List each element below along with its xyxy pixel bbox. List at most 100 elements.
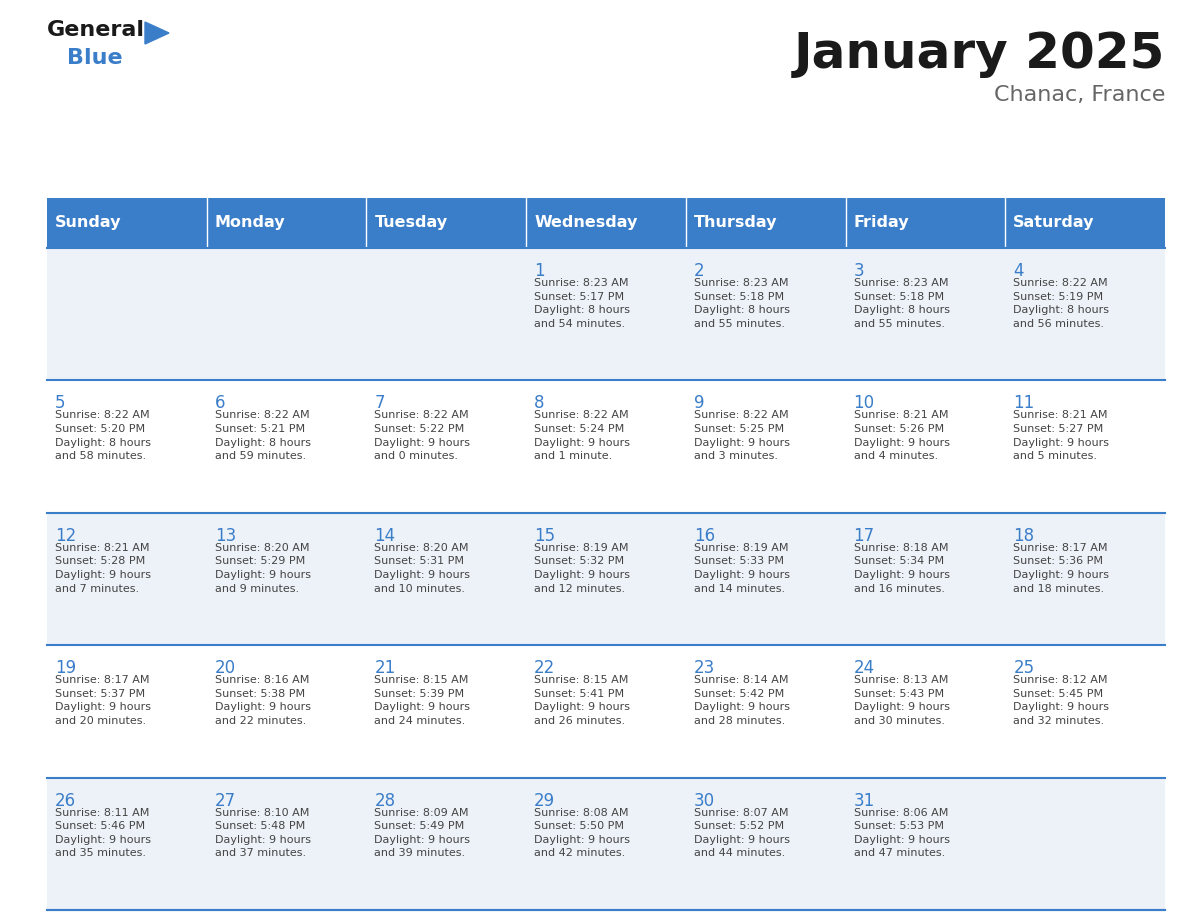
Bar: [1005, 380, 1165, 513]
Bar: [1005, 513, 1165, 645]
Text: 26: 26: [55, 791, 76, 810]
Text: 12: 12: [55, 527, 76, 544]
Bar: [526, 513, 685, 645]
Text: Sunrise: 8:19 AM
Sunset: 5:32 PM
Daylight: 9 hours
and 12 minutes.: Sunrise: 8:19 AM Sunset: 5:32 PM Dayligh…: [535, 543, 630, 594]
Bar: [685, 778, 846, 910]
Text: Sunrise: 8:22 AM
Sunset: 5:20 PM
Daylight: 8 hours
and 58 minutes.: Sunrise: 8:22 AM Sunset: 5:20 PM Dayligh…: [55, 410, 151, 461]
Bar: [846, 645, 1005, 778]
Text: Wednesday: Wednesday: [535, 216, 638, 230]
Text: Sunrise: 8:18 AM
Sunset: 5:34 PM
Daylight: 9 hours
and 16 minutes.: Sunrise: 8:18 AM Sunset: 5:34 PM Dayligh…: [853, 543, 949, 594]
Text: 10: 10: [853, 395, 874, 412]
Text: Sunrise: 8:20 AM
Sunset: 5:31 PM
Daylight: 9 hours
and 10 minutes.: Sunrise: 8:20 AM Sunset: 5:31 PM Dayligh…: [374, 543, 470, 594]
Text: Sunrise: 8:17 AM
Sunset: 5:36 PM
Daylight: 9 hours
and 18 minutes.: Sunrise: 8:17 AM Sunset: 5:36 PM Dayligh…: [1013, 543, 1110, 594]
Text: Sunrise: 8:17 AM
Sunset: 5:37 PM
Daylight: 9 hours
and 20 minutes.: Sunrise: 8:17 AM Sunset: 5:37 PM Dayligh…: [55, 676, 151, 726]
Text: 5: 5: [55, 395, 65, 412]
Bar: [207, 248, 366, 380]
Text: 4: 4: [1013, 262, 1024, 280]
Text: 23: 23: [694, 659, 715, 677]
Text: Sunrise: 8:20 AM
Sunset: 5:29 PM
Daylight: 9 hours
and 9 minutes.: Sunrise: 8:20 AM Sunset: 5:29 PM Dayligh…: [215, 543, 311, 594]
Text: Blue: Blue: [67, 48, 122, 68]
Text: 13: 13: [215, 527, 236, 544]
Text: Sunrise: 8:09 AM
Sunset: 5:49 PM
Daylight: 9 hours
and 39 minutes.: Sunrise: 8:09 AM Sunset: 5:49 PM Dayligh…: [374, 808, 470, 858]
Bar: [207, 380, 366, 513]
Bar: [526, 645, 685, 778]
Text: 21: 21: [374, 659, 396, 677]
Text: 17: 17: [853, 527, 874, 544]
Bar: [685, 198, 846, 248]
Text: Monday: Monday: [215, 216, 285, 230]
Bar: [207, 513, 366, 645]
Bar: [1005, 645, 1165, 778]
Bar: [207, 778, 366, 910]
Text: Sunrise: 8:16 AM
Sunset: 5:38 PM
Daylight: 9 hours
and 22 minutes.: Sunrise: 8:16 AM Sunset: 5:38 PM Dayligh…: [215, 676, 311, 726]
Text: 28: 28: [374, 791, 396, 810]
Text: Sunrise: 8:06 AM
Sunset: 5:53 PM
Daylight: 9 hours
and 47 minutes.: Sunrise: 8:06 AM Sunset: 5:53 PM Dayligh…: [853, 808, 949, 858]
Text: Sunrise: 8:15 AM
Sunset: 5:41 PM
Daylight: 9 hours
and 26 minutes.: Sunrise: 8:15 AM Sunset: 5:41 PM Dayligh…: [535, 676, 630, 726]
Text: 18: 18: [1013, 527, 1035, 544]
Text: 31: 31: [853, 791, 874, 810]
Bar: [48, 645, 207, 778]
Bar: [48, 248, 207, 380]
Text: Thursday: Thursday: [694, 216, 777, 230]
Bar: [207, 645, 366, 778]
Text: 15: 15: [535, 527, 555, 544]
Bar: [1005, 778, 1165, 910]
Text: 14: 14: [374, 527, 396, 544]
Text: Sunrise: 8:22 AM
Sunset: 5:22 PM
Daylight: 9 hours
and 0 minutes.: Sunrise: 8:22 AM Sunset: 5:22 PM Dayligh…: [374, 410, 470, 461]
Text: Sunrise: 8:15 AM
Sunset: 5:39 PM
Daylight: 9 hours
and 24 minutes.: Sunrise: 8:15 AM Sunset: 5:39 PM Dayligh…: [374, 676, 470, 726]
Bar: [48, 198, 207, 248]
Bar: [366, 513, 526, 645]
Text: Sunrise: 8:21 AM
Sunset: 5:26 PM
Daylight: 9 hours
and 4 minutes.: Sunrise: 8:21 AM Sunset: 5:26 PM Dayligh…: [853, 410, 949, 461]
Bar: [526, 380, 685, 513]
Text: Sunrise: 8:08 AM
Sunset: 5:50 PM
Daylight: 9 hours
and 42 minutes.: Sunrise: 8:08 AM Sunset: 5:50 PM Dayligh…: [535, 808, 630, 858]
Text: Sunday: Sunday: [55, 216, 121, 230]
Bar: [526, 248, 685, 380]
Bar: [685, 380, 846, 513]
Text: 19: 19: [55, 659, 76, 677]
Text: Sunrise: 8:19 AM
Sunset: 5:33 PM
Daylight: 9 hours
and 14 minutes.: Sunrise: 8:19 AM Sunset: 5:33 PM Dayligh…: [694, 543, 790, 594]
Text: Sunrise: 8:14 AM
Sunset: 5:42 PM
Daylight: 9 hours
and 28 minutes.: Sunrise: 8:14 AM Sunset: 5:42 PM Dayligh…: [694, 676, 790, 726]
Text: 8: 8: [535, 395, 544, 412]
Bar: [366, 645, 526, 778]
Bar: [846, 380, 1005, 513]
Text: Sunrise: 8:22 AM
Sunset: 5:24 PM
Daylight: 9 hours
and 1 minute.: Sunrise: 8:22 AM Sunset: 5:24 PM Dayligh…: [535, 410, 630, 461]
Text: Sunrise: 8:10 AM
Sunset: 5:48 PM
Daylight: 9 hours
and 37 minutes.: Sunrise: 8:10 AM Sunset: 5:48 PM Dayligh…: [215, 808, 311, 858]
Text: Sunrise: 8:22 AM
Sunset: 5:21 PM
Daylight: 8 hours
and 59 minutes.: Sunrise: 8:22 AM Sunset: 5:21 PM Dayligh…: [215, 410, 311, 461]
Bar: [1005, 198, 1165, 248]
Text: Sunrise: 8:23 AM
Sunset: 5:18 PM
Daylight: 8 hours
and 55 minutes.: Sunrise: 8:23 AM Sunset: 5:18 PM Dayligh…: [853, 278, 949, 329]
Bar: [685, 513, 846, 645]
Bar: [1005, 248, 1165, 380]
Text: Chanac, France: Chanac, France: [993, 85, 1165, 105]
Bar: [366, 198, 526, 248]
Text: Sunrise: 8:22 AM
Sunset: 5:19 PM
Daylight: 8 hours
and 56 minutes.: Sunrise: 8:22 AM Sunset: 5:19 PM Dayligh…: [1013, 278, 1110, 329]
Text: 7: 7: [374, 395, 385, 412]
Polygon shape: [145, 22, 169, 44]
Text: 1: 1: [535, 262, 545, 280]
Bar: [846, 198, 1005, 248]
Bar: [685, 248, 846, 380]
Text: Sunrise: 8:11 AM
Sunset: 5:46 PM
Daylight: 9 hours
and 35 minutes.: Sunrise: 8:11 AM Sunset: 5:46 PM Dayligh…: [55, 808, 151, 858]
Bar: [846, 248, 1005, 380]
Bar: [526, 778, 685, 910]
Text: Sunrise: 8:21 AM
Sunset: 5:27 PM
Daylight: 9 hours
and 5 minutes.: Sunrise: 8:21 AM Sunset: 5:27 PM Dayligh…: [1013, 410, 1110, 461]
Text: Sunrise: 8:23 AM
Sunset: 5:17 PM
Daylight: 8 hours
and 54 minutes.: Sunrise: 8:23 AM Sunset: 5:17 PM Dayligh…: [535, 278, 630, 329]
Bar: [685, 645, 846, 778]
Text: Sunrise: 8:12 AM
Sunset: 5:45 PM
Daylight: 9 hours
and 32 minutes.: Sunrise: 8:12 AM Sunset: 5:45 PM Dayligh…: [1013, 676, 1110, 726]
Bar: [48, 380, 207, 513]
Text: 25: 25: [1013, 659, 1035, 677]
Text: General: General: [48, 20, 145, 40]
Text: Sunrise: 8:23 AM
Sunset: 5:18 PM
Daylight: 8 hours
and 55 minutes.: Sunrise: 8:23 AM Sunset: 5:18 PM Dayligh…: [694, 278, 790, 329]
Bar: [366, 248, 526, 380]
Text: 11: 11: [1013, 395, 1035, 412]
Bar: [366, 380, 526, 513]
Text: 27: 27: [215, 791, 236, 810]
Text: 6: 6: [215, 395, 226, 412]
Text: Sunrise: 8:22 AM
Sunset: 5:25 PM
Daylight: 9 hours
and 3 minutes.: Sunrise: 8:22 AM Sunset: 5:25 PM Dayligh…: [694, 410, 790, 461]
Text: Sunrise: 8:21 AM
Sunset: 5:28 PM
Daylight: 9 hours
and 7 minutes.: Sunrise: 8:21 AM Sunset: 5:28 PM Dayligh…: [55, 543, 151, 594]
Text: 2: 2: [694, 262, 704, 280]
Text: 29: 29: [535, 791, 555, 810]
Text: 16: 16: [694, 527, 715, 544]
Bar: [366, 778, 526, 910]
Text: 20: 20: [215, 659, 236, 677]
Bar: [846, 778, 1005, 910]
